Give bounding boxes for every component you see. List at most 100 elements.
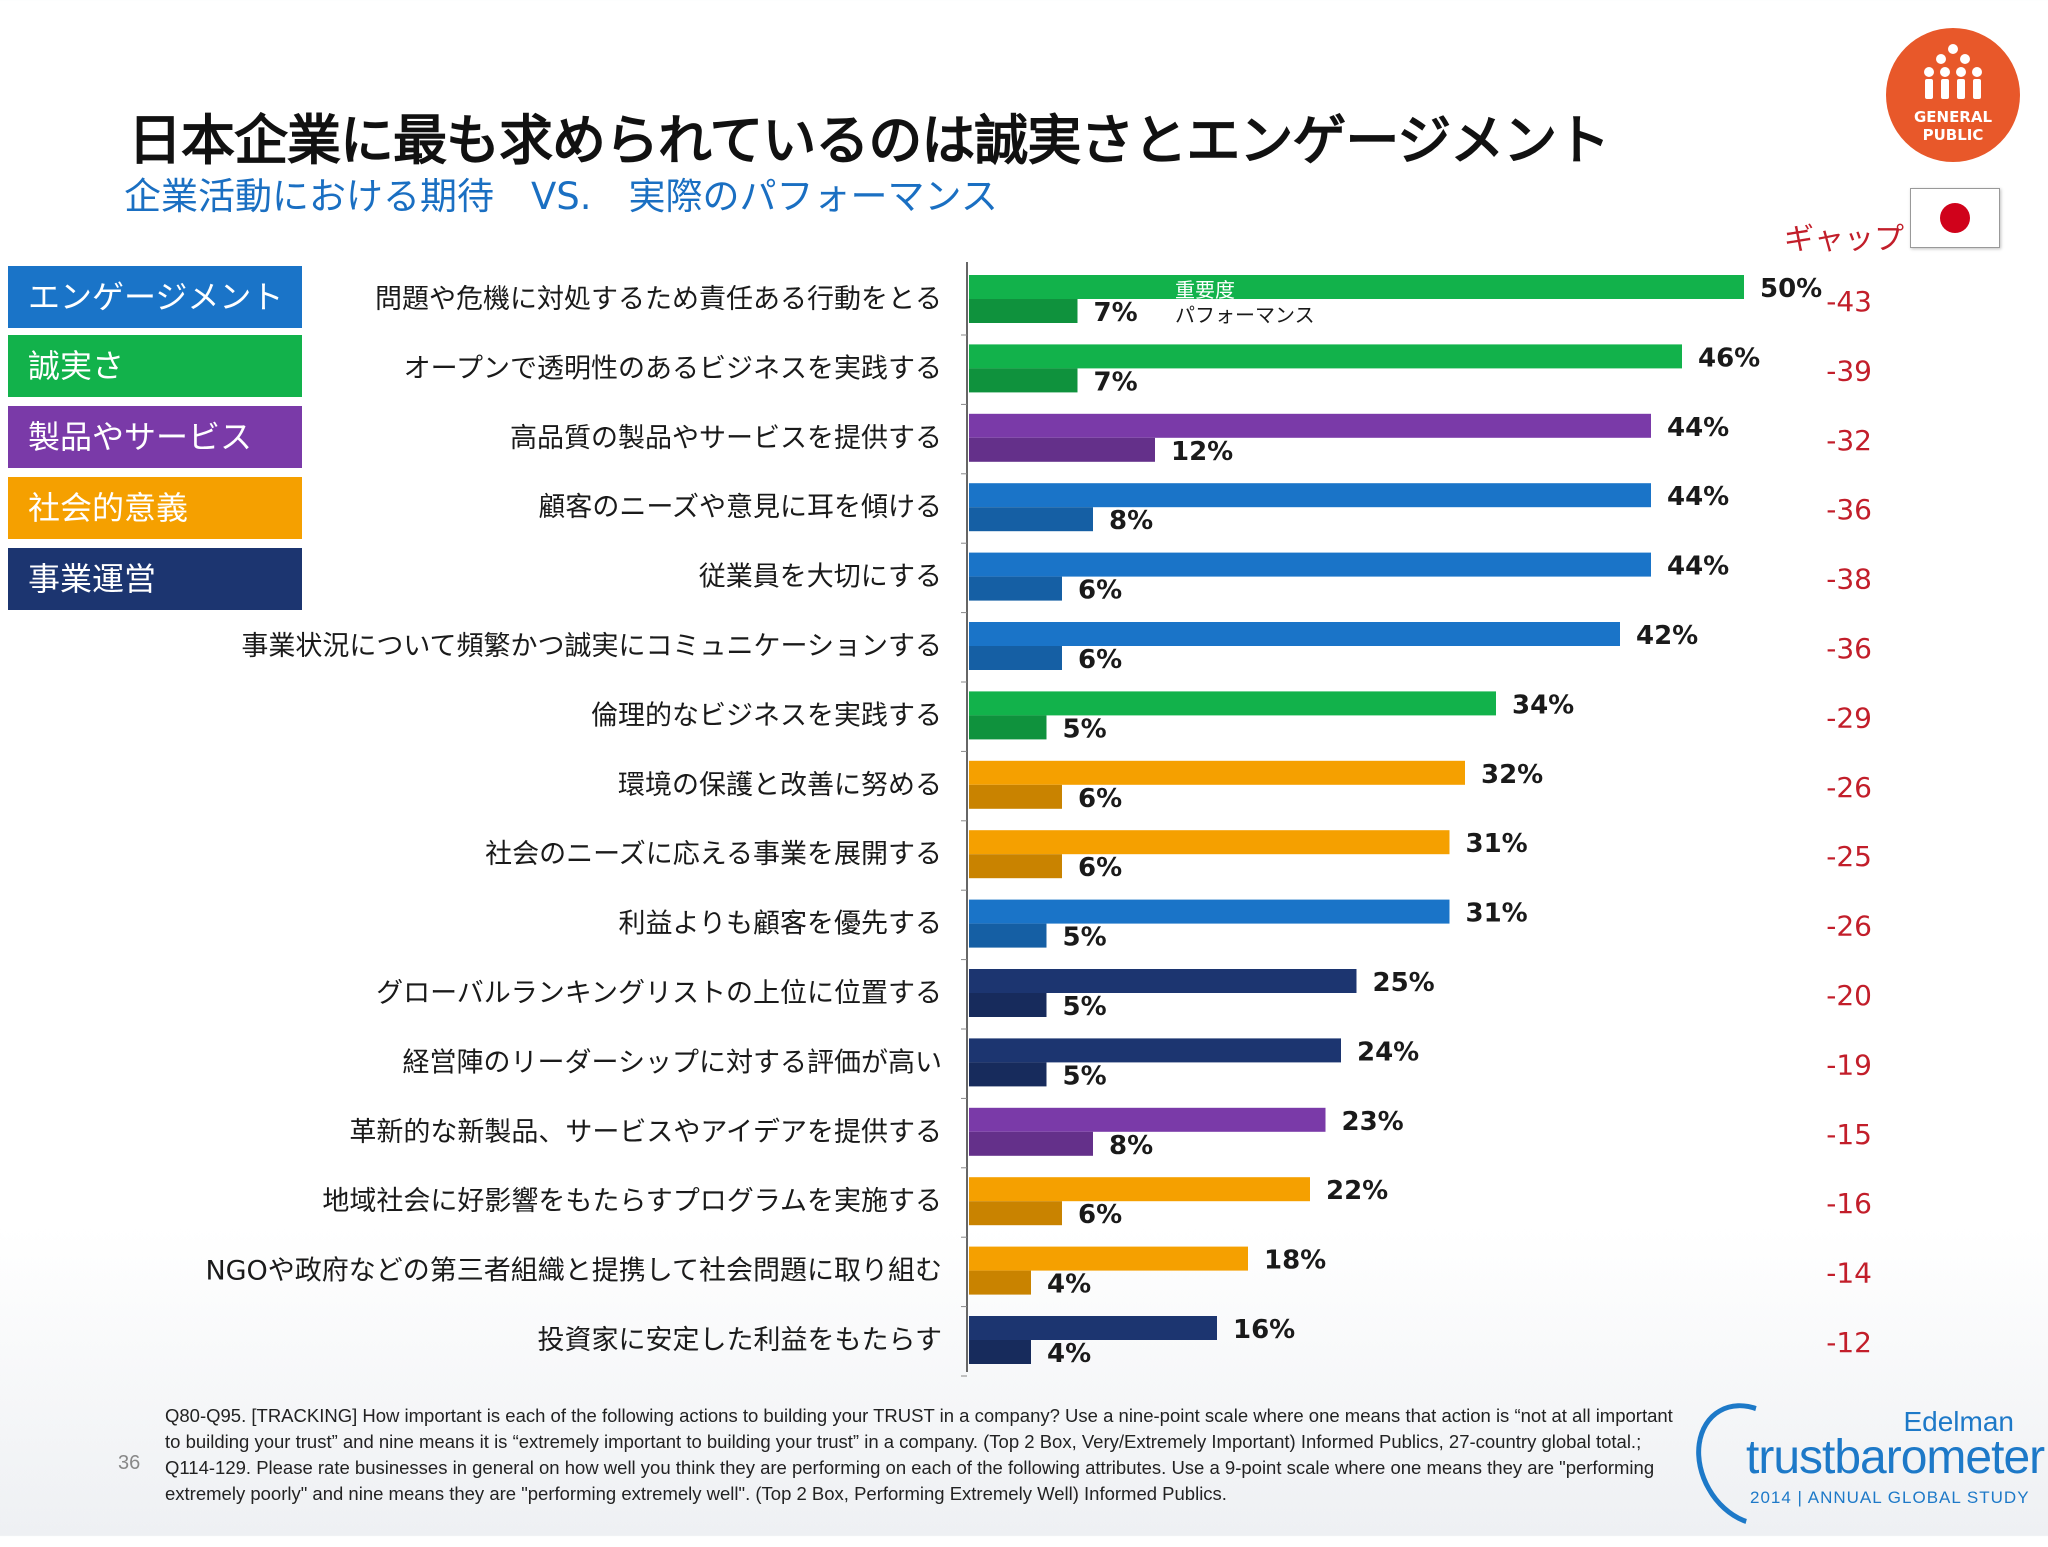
performance-bar — [969, 993, 1047, 1017]
performance-value: 7% — [1094, 298, 1138, 328]
category-label: オープンで透明性のあるビジネスを実践する — [404, 353, 942, 384]
importance-bar — [969, 1247, 1248, 1271]
logo-name: trustbarometer — [1746, 1430, 2044, 1485]
performance-bar — [969, 1132, 1093, 1156]
importance-value: 44% — [1667, 552, 1729, 582]
importance-value: 42% — [1636, 621, 1698, 651]
category-label: グローバルランキングリストの上位に位置する — [376, 978, 942, 1009]
importance-value: 24% — [1357, 1037, 1419, 1067]
importance-bar — [969, 622, 1620, 646]
importance-value: 50% — [1760, 274, 1822, 304]
performance-value: 5% — [1063, 1061, 1107, 1091]
performance-bar — [969, 854, 1062, 878]
series-label-importance: 重要度 — [1175, 278, 1235, 302]
performance-value: 6% — [1078, 784, 1122, 814]
performance-bar — [969, 1271, 1031, 1295]
performance-value: 4% — [1047, 1270, 1091, 1300]
importance-value: 16% — [1233, 1315, 1295, 1345]
category-label: 従業員を大切にする — [699, 562, 942, 593]
gap-value: -43 — [1826, 285, 1872, 318]
performance-value: 8% — [1109, 1131, 1153, 1161]
importance-value: 23% — [1342, 1107, 1404, 1137]
gap-value: -36 — [1826, 493, 1872, 526]
performance-bar — [969, 1201, 1062, 1225]
importance-bar — [969, 900, 1450, 924]
importance-bar — [969, 414, 1651, 438]
importance-bar — [969, 969, 1357, 993]
performance-value: 6% — [1078, 1200, 1122, 1230]
importance-bar — [969, 553, 1651, 577]
performance-bar — [969, 1062, 1047, 1086]
gap-value: -16 — [1826, 1187, 1872, 1220]
performance-bar — [969, 438, 1155, 462]
performance-bar — [969, 368, 1078, 392]
series-label-performance: パフォーマンス — [1175, 303, 1315, 327]
performance-value: 8% — [1109, 506, 1153, 536]
performance-bar — [969, 715, 1047, 739]
performance-bar — [969, 299, 1078, 323]
importance-bar — [969, 691, 1496, 715]
performance-bar — [969, 1340, 1031, 1364]
category-label: 社会のニーズに応える事業を展開する — [485, 839, 942, 870]
importance-value: 18% — [1264, 1246, 1326, 1276]
bar-chart: 問題や危機に対処するため責任ある行動をとる 50% 7% -43 オープンで透明性のある… — [0, 0, 2048, 1400]
importance-value: 46% — [1698, 343, 1760, 373]
edelman-trustbarometer-logo: Edelman trustbarometer 2014 | ANNUAL GLO… — [1700, 1400, 2018, 1510]
footnote: Q80-Q95. [TRACKING] How important is eac… — [165, 1403, 1685, 1507]
gap-value: -20 — [1826, 979, 1872, 1012]
gap-value: -32 — [1826, 424, 1872, 457]
importance-bar — [969, 275, 1744, 299]
performance-value: 5% — [1063, 714, 1107, 744]
page-number: 36 — [118, 1452, 140, 1475]
category-label: 高品質の製品やサービスを提供する — [510, 423, 942, 454]
category-label: 革新的な新製品、サービスやアイデアを提供する — [349, 1117, 942, 1148]
importance-bar — [969, 761, 1465, 785]
importance-value: 22% — [1326, 1176, 1388, 1206]
category-label: 経営陣のリーダーシップに対する評価が高い — [403, 1047, 942, 1078]
category-label: 倫理的なビジネスを実践する — [591, 700, 942, 731]
performance-value: 7% — [1094, 367, 1138, 397]
gap-value: -36 — [1826, 632, 1872, 665]
gap-value: -14 — [1826, 1257, 1872, 1290]
performance-value: 4% — [1047, 1339, 1091, 1369]
performance-bar — [969, 577, 1062, 601]
performance-value: 6% — [1078, 645, 1122, 675]
importance-bar — [969, 1177, 1310, 1201]
importance-bar — [969, 344, 1682, 368]
performance-bar — [969, 507, 1093, 531]
gap-value: -12 — [1826, 1326, 1872, 1359]
importance-value: 25% — [1373, 968, 1435, 998]
performance-bar — [969, 785, 1062, 809]
performance-bar — [969, 924, 1047, 948]
gap-value: -38 — [1826, 563, 1872, 596]
category-label: 環境の保護と改善に努める — [618, 770, 942, 801]
gap-value: -19 — [1826, 1048, 1872, 1081]
logo-tagline: 2014 | ANNUAL GLOBAL STUDY — [1750, 1488, 2030, 1508]
importance-bar — [969, 1316, 1217, 1340]
performance-value: 12% — [1171, 437, 1233, 467]
importance-value: 44% — [1667, 482, 1729, 512]
gap-value: -15 — [1826, 1118, 1872, 1151]
performance-value: 5% — [1063, 923, 1107, 953]
category-label: NGOや政府などの第三者組織と提携して社会問題に取り組む — [205, 1256, 942, 1287]
performance-bar — [969, 646, 1062, 670]
category-label: 利益よりも顧客を優先する — [619, 909, 942, 940]
category-label: 投資家に安定した利益をもたらす — [538, 1325, 942, 1356]
importance-value: 31% — [1466, 899, 1528, 929]
performance-value: 6% — [1078, 853, 1122, 883]
performance-value: 6% — [1078, 576, 1122, 606]
gap-value: -26 — [1826, 910, 1872, 943]
importance-bar — [969, 1108, 1326, 1132]
performance-value: 5% — [1063, 992, 1107, 1022]
importance-value: 44% — [1667, 413, 1729, 443]
gap-value: -26 — [1826, 771, 1872, 804]
category-label: 地域社会に好影響をもたらすプログラムを実施する — [322, 1186, 942, 1217]
category-label: 事業状況について頻繁かつ誠実にコミュニケーションする — [241, 631, 942, 662]
gap-value: -29 — [1826, 701, 1872, 734]
category-label: 顧客のニーズや意見に耳を傾ける — [538, 492, 942, 523]
importance-bar — [969, 1038, 1341, 1062]
importance-bar — [969, 483, 1651, 507]
gap-value: -25 — [1826, 840, 1872, 873]
category-label: 問題や危機に対処するため責任ある行動をとる — [375, 284, 942, 315]
importance-value: 31% — [1466, 829, 1528, 859]
